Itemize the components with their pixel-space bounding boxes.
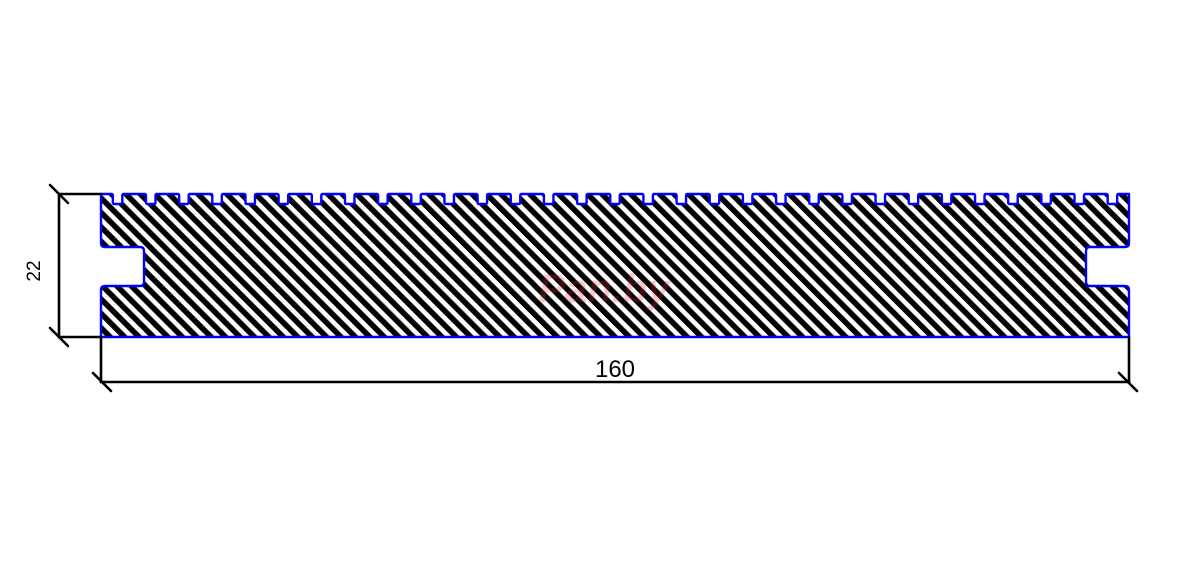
svg-text:22: 22 — [24, 260, 45, 281]
svg-text:160: 160 — [595, 356, 635, 383]
svg-text:Pan.by: Pan.by — [538, 267, 671, 311]
